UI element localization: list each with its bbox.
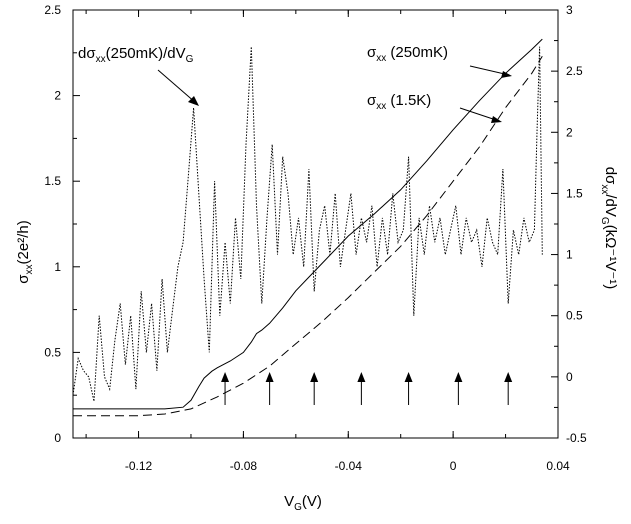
x-tick-label: 0 <box>450 459 457 473</box>
x-tick-label: 0.04 <box>546 459 570 473</box>
y-left-tick-label: 1 <box>54 260 61 274</box>
y-right-tick-label: 0 <box>566 370 573 384</box>
arrow-markers <box>221 372 513 405</box>
y-right-tick-label: 2.5 <box>566 64 583 78</box>
y-left-tick-label: 1.5 <box>44 174 61 188</box>
y-left-axis-label: σxx(2e²/h) <box>15 220 35 283</box>
y-left-tick-label: 0 <box>54 431 61 445</box>
y-left-ticks: 0 0.5 1 1.5 2 2.5 <box>44 3 80 445</box>
plot-border <box>72 9 559 439</box>
annotation-derivative: dσxx(250mK)/dVG <box>78 45 199 106</box>
series-layer <box>72 38 543 417</box>
y-right-tick-label: 1.5 <box>566 186 583 200</box>
series-sigma-1p5k <box>73 55 543 417</box>
y-left-tick-label: 2 <box>54 89 61 103</box>
annotation-250mk: σxx (250mK) <box>367 44 512 78</box>
vertical-arrow-marker <box>454 372 463 405</box>
svg-text:σxx (250mK): σxx (250mK) <box>367 44 448 64</box>
y-right-tick-label: 3 <box>566 3 573 17</box>
series-sigma-250mk <box>73 38 543 410</box>
y-left-tick-label: 0.5 <box>44 345 61 359</box>
x-tick-label: -0.08 <box>230 459 258 473</box>
x-axis-label: VG(V) <box>284 493 322 513</box>
vertical-arrow-marker <box>404 372 413 405</box>
annotation-1p5k: σxx (1.5K) <box>367 92 502 123</box>
y-left-tick-label: 2.5 <box>44 3 61 17</box>
y-right-tick-label: 1 <box>566 248 573 262</box>
vertical-arrow-marker <box>310 372 319 405</box>
series-derivative-250mk <box>72 46 543 402</box>
svg-text:σxx (1.5K): σxx (1.5K) <box>367 92 431 112</box>
vertical-arrow-marker <box>504 372 513 405</box>
y-right-ticks: -0.5 0 0.5 1 1.5 2 2.5 3 <box>551 3 587 445</box>
x-tick-label: -0.12 <box>125 459 153 473</box>
x-ticks: -0.12 -0.08 -0.04 0 0.04 <box>85 10 570 473</box>
plot-frame <box>72 9 559 439</box>
x-tick-label: -0.04 <box>335 459 363 473</box>
svg-text:dσxx(250mK)/dVG: dσxx(250mK)/dVG <box>78 45 194 65</box>
vertical-arrow-marker <box>265 372 274 405</box>
y-right-tick-label: 0.5 <box>566 309 583 323</box>
y-right-axis-label: dσxx/dVG(kΩ⁻¹V⁻¹) <box>599 167 619 289</box>
vertical-arrow-marker <box>357 372 366 405</box>
y-right-tick-label: -0.5 <box>566 431 587 445</box>
y-right-tick-label: 2 <box>566 125 573 139</box>
vertical-arrow-marker <box>221 372 230 405</box>
